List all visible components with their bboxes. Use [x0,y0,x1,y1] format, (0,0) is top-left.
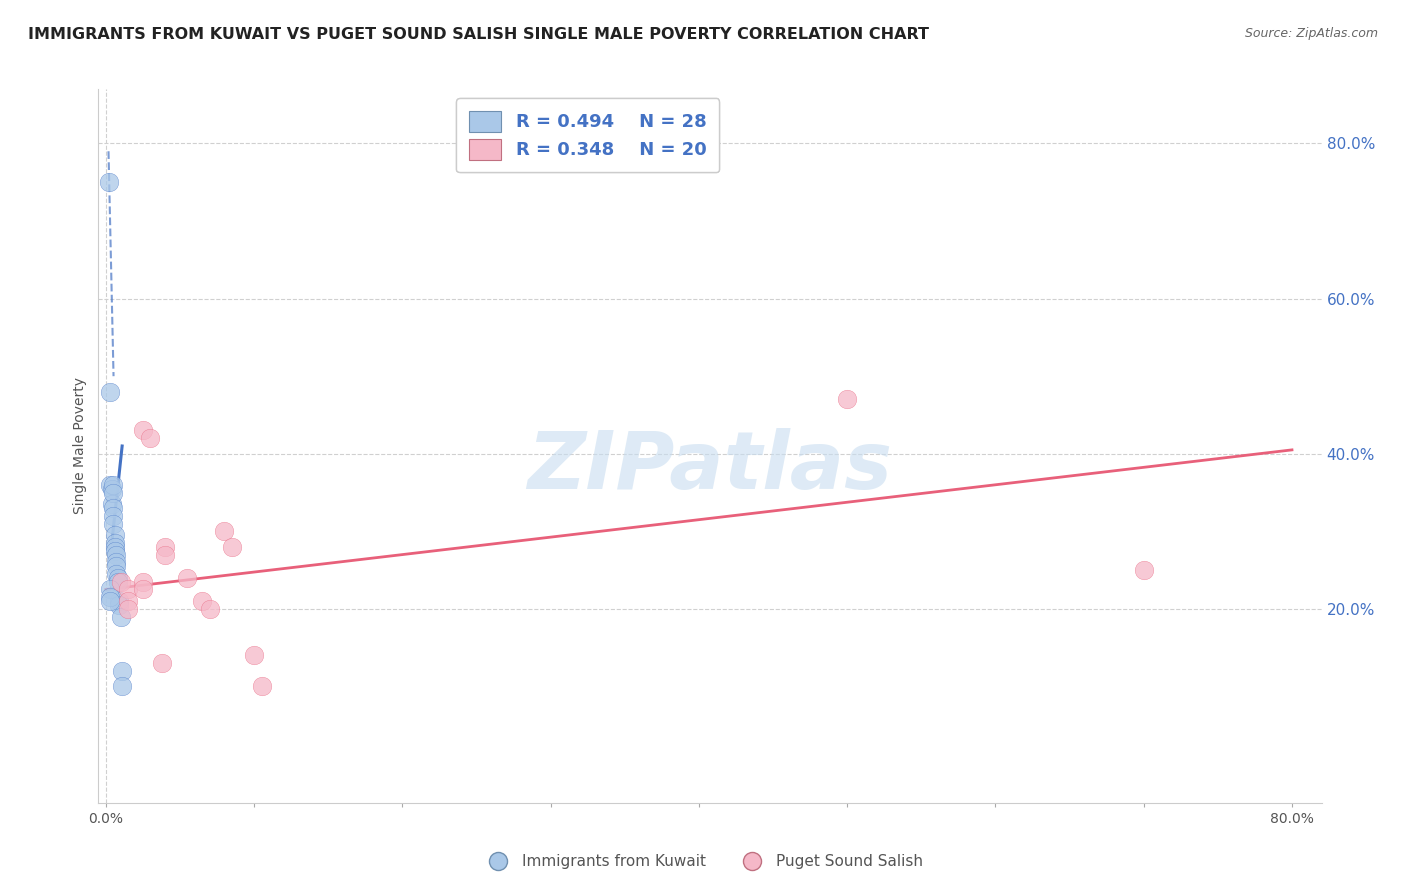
Point [150,656,173,670]
Point [100,482,122,496]
Text: ZIPatlas: ZIPatlas [527,428,893,507]
Point [191,594,214,608]
Y-axis label: Single Male Poverty: Single Male Poverty [73,377,87,515]
Point [214,524,236,539]
Point [98,594,121,608]
Point [100,497,122,511]
Text: Source: ZipAtlas.com: Source: ZipAtlas.com [1244,27,1378,40]
Point [105,566,128,581]
Point [105,555,128,569]
Legend: R = 0.494    N = 28, R = 0.348    N = 20: R = 0.494 N = 28, R = 0.348 N = 20 [456,98,720,172]
Point [1132,563,1154,577]
Point [111,664,134,678]
Point [153,540,176,554]
Point [153,548,176,562]
Point [132,424,155,438]
Point [250,680,273,694]
Point [111,680,134,694]
Point [105,559,128,574]
Point [97,175,120,189]
Point [176,571,198,585]
Point [98,582,121,597]
Point [104,543,127,558]
Point [103,477,125,491]
Point [837,392,859,407]
Point [103,501,125,516]
Point [132,574,155,589]
Point [108,594,131,608]
Point [98,384,121,399]
Point [105,548,128,562]
Point [103,516,125,531]
Text: IMMIGRANTS FROM KUWAIT VS PUGET SOUND SALISH SINGLE MALE POVERTY CORRELATION CHA: IMMIGRANTS FROM KUWAIT VS PUGET SOUND SA… [28,27,929,42]
Point [110,574,132,589]
Point [103,485,125,500]
Point [98,591,121,605]
Legend: Immigrants from Kuwait, Puget Sound Salish: Immigrants from Kuwait, Puget Sound Sali… [477,848,929,875]
Point [98,477,121,491]
Point [117,594,139,608]
Point [117,602,139,616]
Point [110,609,132,624]
Point [132,582,155,597]
Point [139,431,162,445]
Point [117,582,139,597]
Point [108,598,131,612]
Point [104,536,127,550]
Point [104,528,127,542]
Point [107,574,129,589]
Point [103,508,125,523]
Point [107,571,129,585]
Point [221,540,243,554]
Point [198,602,221,616]
Point [104,540,127,554]
Point [243,648,266,663]
